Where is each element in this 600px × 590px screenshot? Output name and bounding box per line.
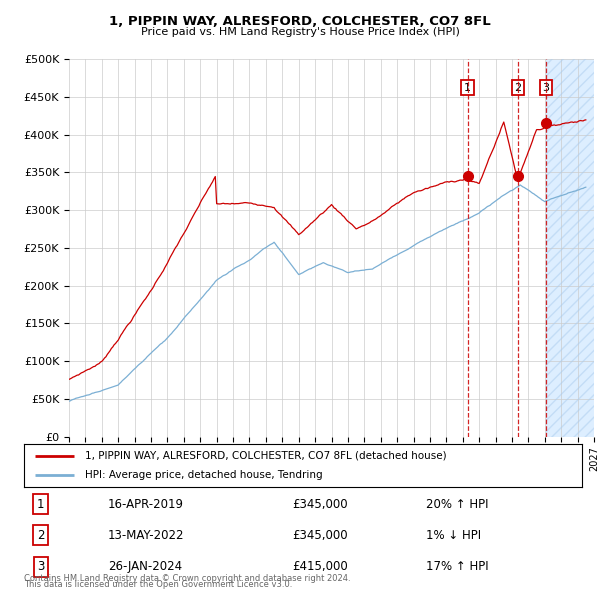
Text: 1: 1 bbox=[37, 498, 44, 511]
Text: HPI: Average price, detached house, Tendring: HPI: Average price, detached house, Tend… bbox=[85, 470, 323, 480]
Bar bbox=[546, 59, 594, 437]
Text: £345,000: £345,000 bbox=[292, 529, 347, 542]
Text: This data is licensed under the Open Government Licence v3.0.: This data is licensed under the Open Gov… bbox=[24, 581, 292, 589]
Text: 13-MAY-2022: 13-MAY-2022 bbox=[108, 529, 184, 542]
Text: 2: 2 bbox=[37, 529, 44, 542]
Text: £415,000: £415,000 bbox=[292, 560, 347, 573]
Text: 1% ↓ HPI: 1% ↓ HPI bbox=[426, 529, 481, 542]
Text: 2: 2 bbox=[514, 83, 521, 93]
Text: 16-APR-2019: 16-APR-2019 bbox=[108, 498, 184, 511]
Text: 3: 3 bbox=[37, 560, 44, 573]
Text: 20% ↑ HPI: 20% ↑ HPI bbox=[426, 498, 488, 511]
Text: 26-JAN-2024: 26-JAN-2024 bbox=[108, 560, 182, 573]
Text: Contains HM Land Registry data © Crown copyright and database right 2024.: Contains HM Land Registry data © Crown c… bbox=[24, 574, 350, 583]
Text: Price paid vs. HM Land Registry's House Price Index (HPI): Price paid vs. HM Land Registry's House … bbox=[140, 27, 460, 37]
Text: 1, PIPPIN WAY, ALRESFORD, COLCHESTER, CO7 8FL: 1, PIPPIN WAY, ALRESFORD, COLCHESTER, CO… bbox=[109, 15, 491, 28]
Text: 17% ↑ HPI: 17% ↑ HPI bbox=[426, 560, 488, 573]
Text: 1: 1 bbox=[464, 83, 471, 93]
Text: £345,000: £345,000 bbox=[292, 498, 347, 511]
Text: 1, PIPPIN WAY, ALRESFORD, COLCHESTER, CO7 8FL (detached house): 1, PIPPIN WAY, ALRESFORD, COLCHESTER, CO… bbox=[85, 451, 447, 461]
Text: 3: 3 bbox=[542, 83, 550, 93]
Bar bbox=[546, 59, 594, 437]
